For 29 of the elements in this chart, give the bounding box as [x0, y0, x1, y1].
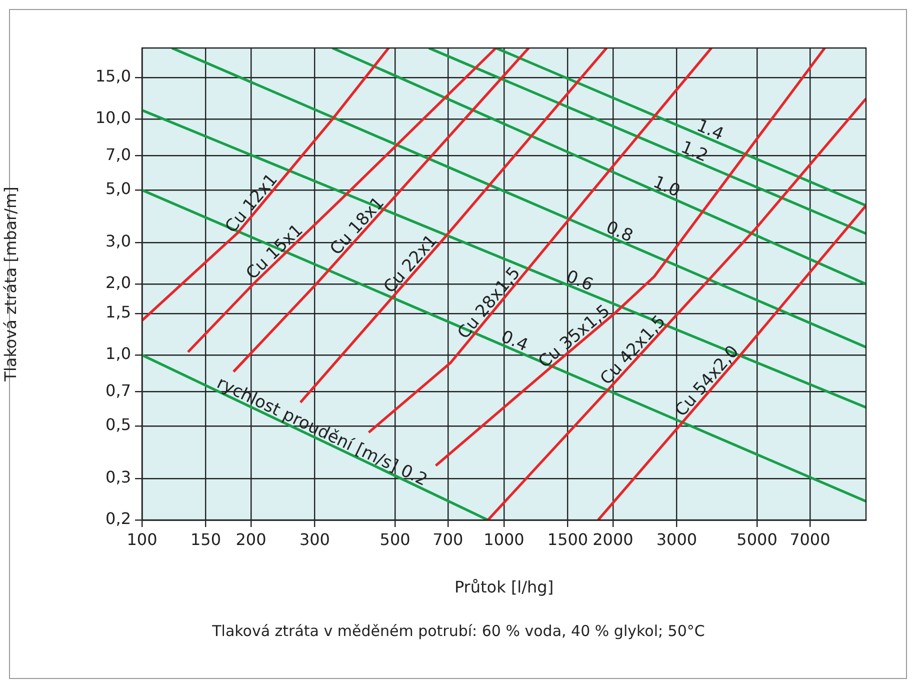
x-tick-label: 7000: [790, 530, 830, 549]
x-tick-label: 100: [126, 530, 158, 549]
x-tick-label: 500: [380, 530, 410, 549]
x-tick-label: 700: [432, 530, 464, 549]
y-axis-title: Tlaková ztráta [mbar/m]: [0, 186, 20, 382]
y-tick-label: 15,0: [95, 66, 131, 86]
y-tick-label: 3,0: [106, 232, 131, 251]
x-axis-title: Průtok [l/hg]: [454, 578, 554, 597]
y-tick-label: 0,2: [106, 509, 131, 528]
y-tick-label: 0,3: [106, 468, 131, 487]
y-tick-label: 2,0: [106, 273, 131, 292]
y-tick-label: 1,5: [106, 302, 131, 322]
x-tick-label: 1500: [547, 530, 588, 549]
y-tick-label: 1,0: [106, 344, 131, 364]
y-tick-label: 5,0: [106, 179, 131, 198]
text: Tlaková ztráta v měděném potrubí: 60 % voda, 40 % glykol; 50°C: [211, 622, 706, 640]
x-tick-label: 200: [236, 530, 266, 549]
text: 1.4: [694, 116, 726, 145]
x-tick-label: 5000: [736, 530, 778, 549]
x-tick-label: 3000: [656, 530, 698, 549]
text: 0.8: [602, 218, 636, 247]
y-tick-label: 0,5: [106, 415, 131, 434]
x-tick-label: 150: [190, 530, 222, 549]
x-tick-label: 1000: [484, 530, 524, 549]
y-tick-label: 7,0: [106, 144, 131, 164]
x-tick-label: 300: [299, 530, 330, 549]
y-tick-label: 0,7: [106, 380, 131, 400]
x-tick-label: 2000: [592, 530, 634, 549]
y-tick-label: 10,0: [95, 108, 131, 128]
